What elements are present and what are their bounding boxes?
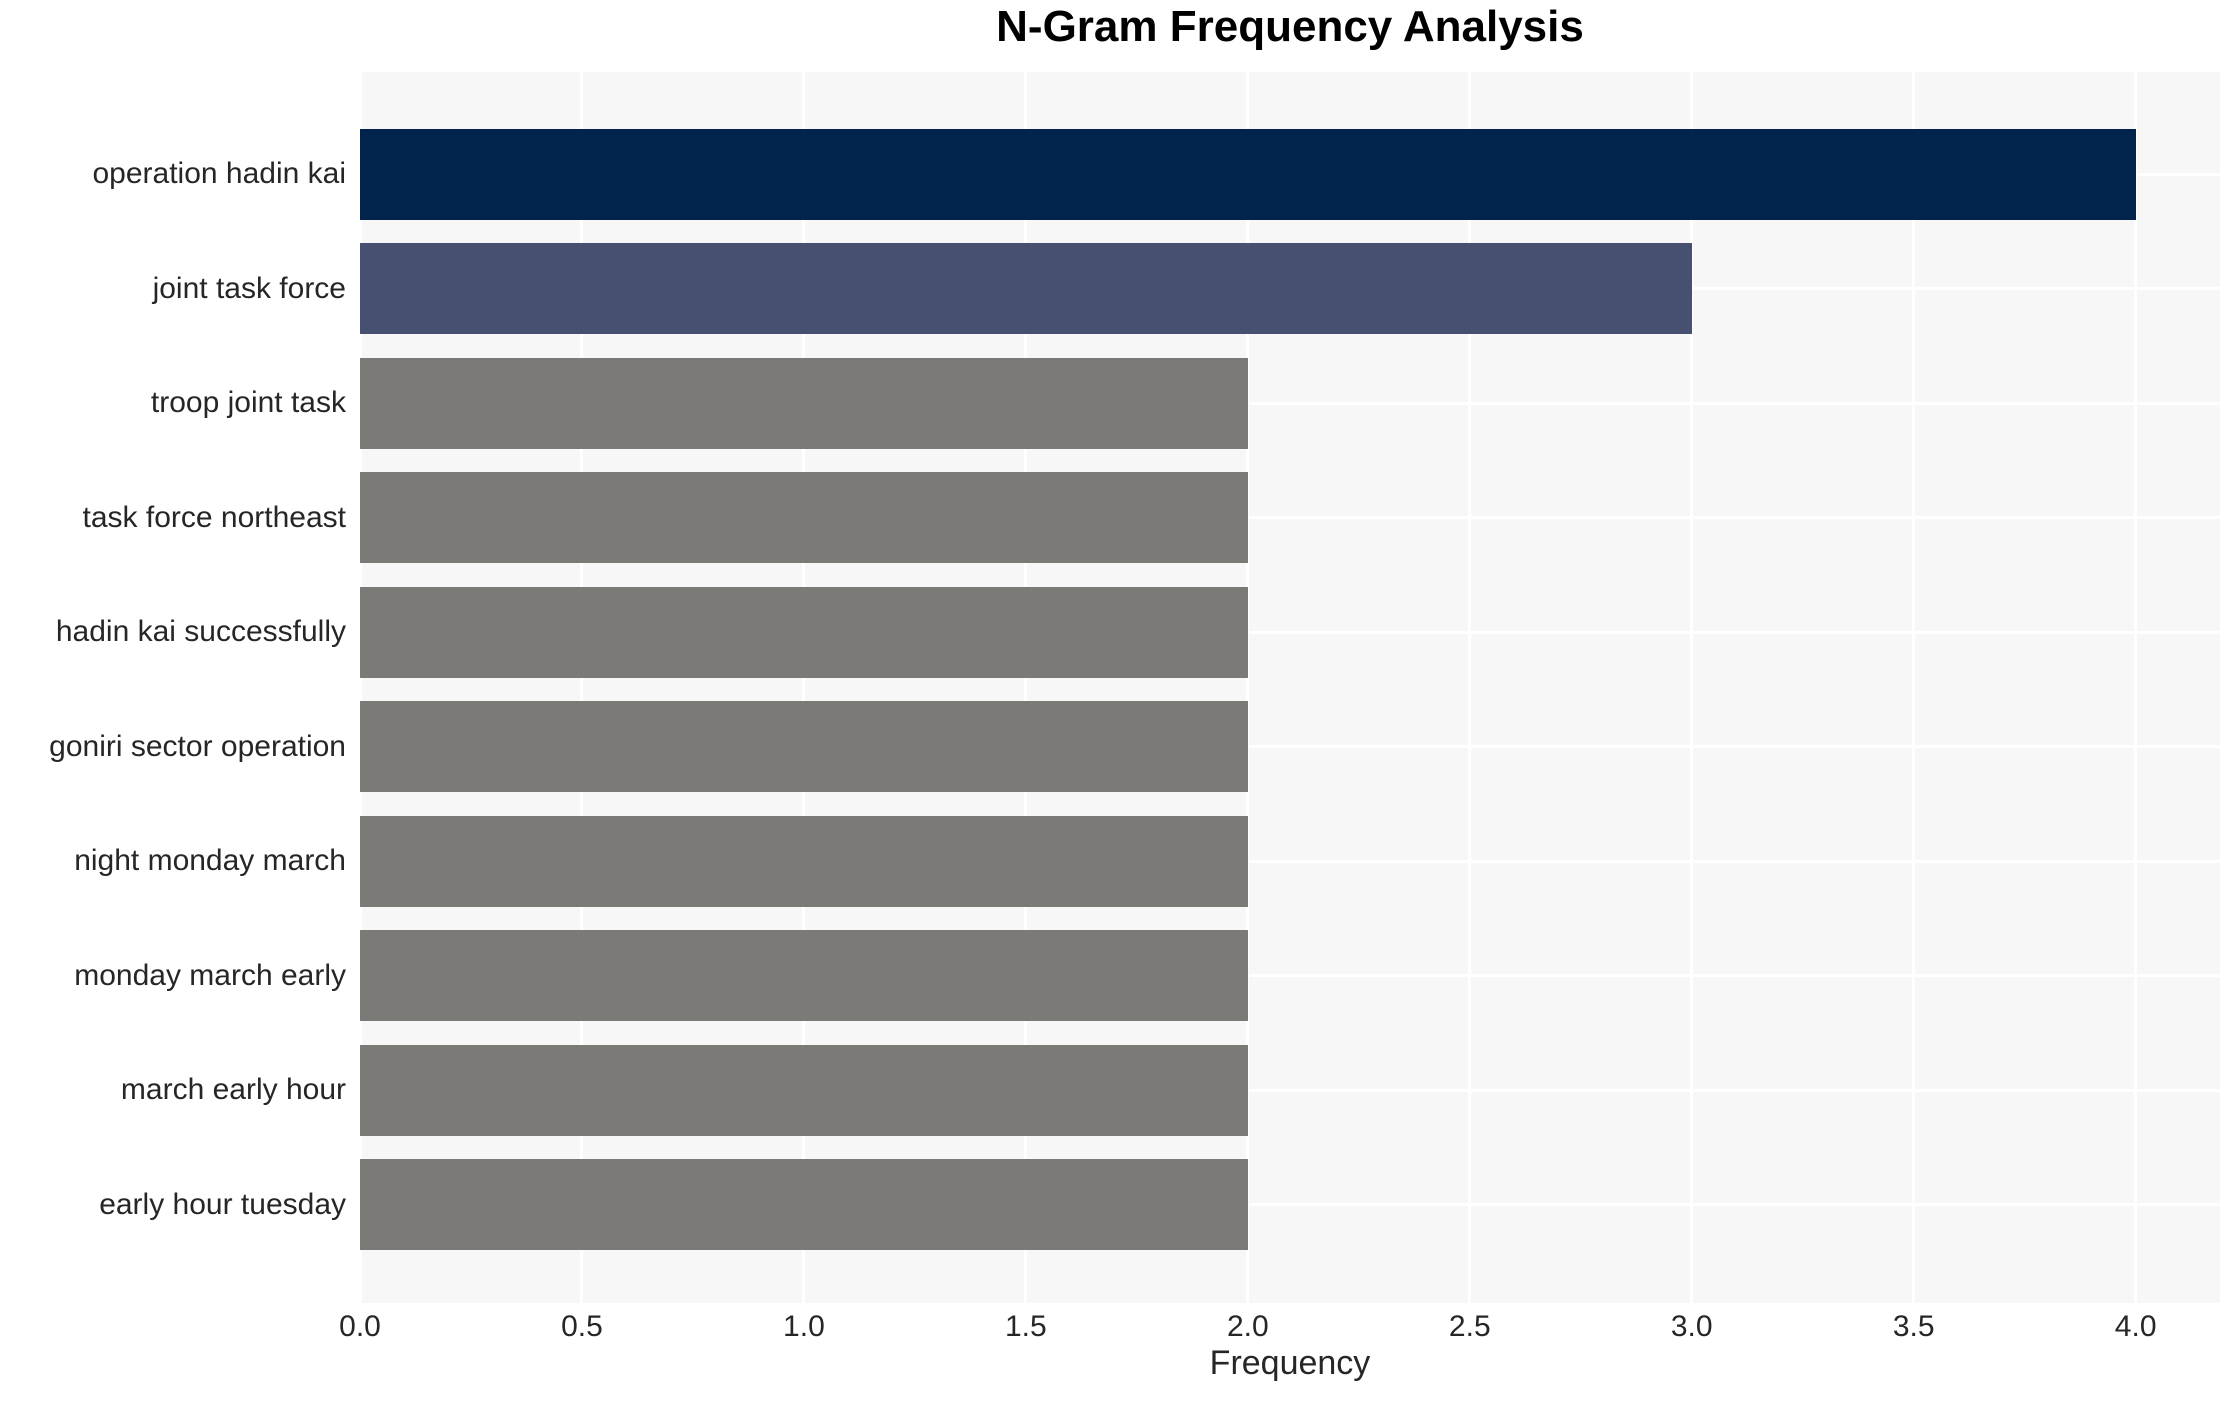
y-tick-label: operation hadin kai bbox=[92, 157, 346, 190]
y-tick-label: joint task force bbox=[152, 271, 346, 305]
x-tick-label: 4.0 bbox=[2114, 1310, 2157, 1343]
gridline-vertical bbox=[580, 72, 584, 1303]
y-tick-label: early hour tuesday bbox=[99, 1187, 346, 1221]
chart-title: N-Gram Frequency Analysis bbox=[996, 2, 1584, 51]
x-tick-label: 1.5 bbox=[1005, 1310, 1047, 1343]
x-axis-label: Frequency bbox=[1209, 1344, 1371, 1382]
y-tick-label: monday march early bbox=[74, 958, 346, 992]
gridline-vertical bbox=[358, 72, 362, 1303]
x-tick-label: 2.0 bbox=[1226, 1310, 1269, 1343]
x-tick-label: 1.0 bbox=[783, 1310, 825, 1343]
y-tick-label: night monday march bbox=[74, 844, 346, 877]
y-tick-label: march early hour bbox=[120, 1073, 346, 1106]
gridline-vertical bbox=[1912, 72, 1916, 1303]
gridline-horizontal bbox=[360, 401, 2220, 405]
gridline-horizontal bbox=[360, 630, 2220, 634]
gridline-vertical bbox=[1246, 72, 1250, 1303]
x-tick-label: 3.0 bbox=[1670, 1310, 1713, 1343]
bar bbox=[360, 128, 2136, 220]
x-tick-label: 3.5 bbox=[1892, 1310, 1935, 1343]
gridline-horizontal bbox=[360, 859, 2220, 863]
gridline-horizontal bbox=[360, 745, 2220, 748]
gridline-horizontal bbox=[360, 1088, 2220, 1092]
plot-area bbox=[358, 72, 2220, 1303]
bar bbox=[360, 701, 1248, 792]
gridline-vertical bbox=[1690, 72, 1694, 1303]
bar bbox=[360, 930, 1248, 1021]
x-tick-label: 2.5 bbox=[1448, 1310, 1491, 1343]
y-tick-label: troop joint task bbox=[150, 386, 346, 419]
bar bbox=[360, 357, 1248, 449]
bar bbox=[360, 1044, 1248, 1136]
gridline-horizontal bbox=[360, 974, 2220, 977]
gridline-vertical bbox=[1468, 72, 1472, 1303]
bar bbox=[360, 1159, 1248, 1250]
bar bbox=[360, 815, 1248, 907]
bar bbox=[360, 472, 1248, 563]
bar bbox=[360, 243, 1692, 334]
y-tick-label: goniri sector operation bbox=[49, 729, 346, 763]
y-tick-label: hadin kai successfully bbox=[55, 615, 346, 648]
gridline-vertical bbox=[1024, 72, 1028, 1303]
gridline-horizontal bbox=[360, 516, 2220, 519]
gridline-horizontal bbox=[360, 1203, 2220, 1206]
gridline-vertical bbox=[802, 72, 806, 1303]
y-tick-label: task force northeast bbox=[82, 500, 346, 534]
gridline-vertical bbox=[2134, 72, 2138, 1303]
bar bbox=[360, 586, 1248, 678]
x-tick-label: 0.5 bbox=[561, 1310, 603, 1343]
x-tick-label: 0.0 bbox=[339, 1310, 381, 1343]
